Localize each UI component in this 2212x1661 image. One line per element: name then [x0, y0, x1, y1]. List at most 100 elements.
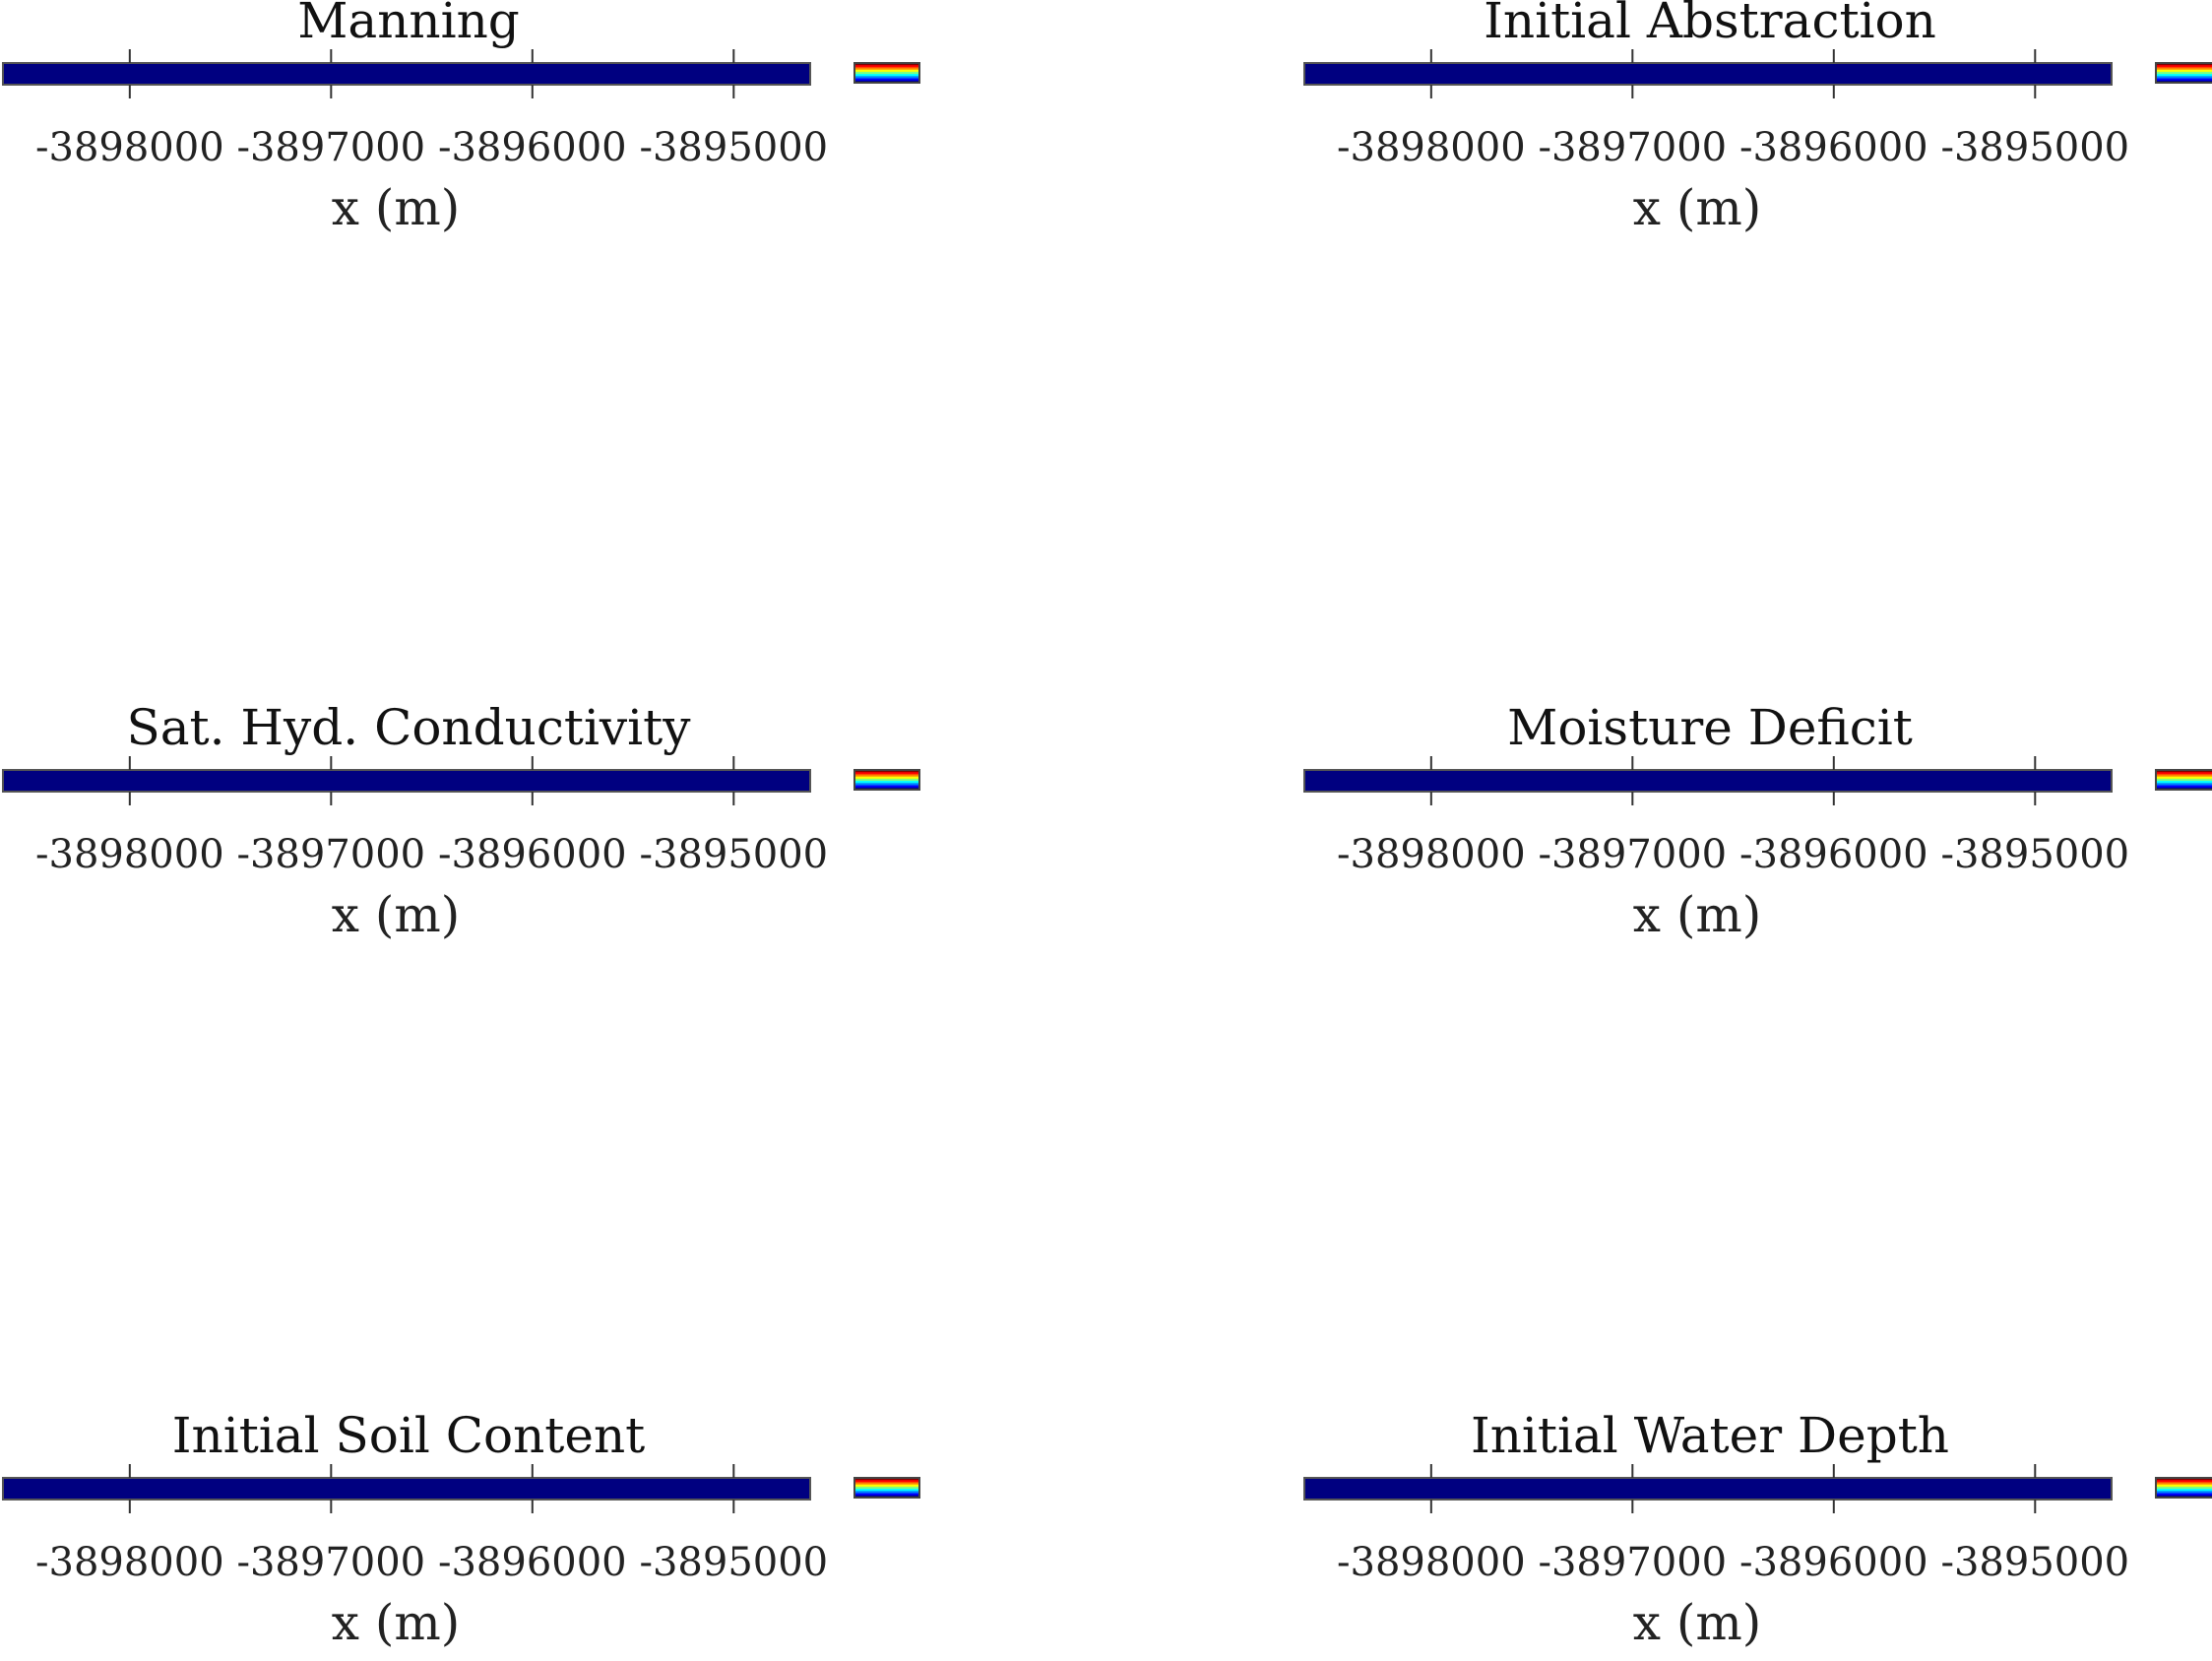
colorbar-frame [853, 769, 920, 791]
colorbar [2155, 1477, 2212, 1499]
colorbar-band [854, 770, 919, 773]
x-tick-label: -3896000 [1739, 1540, 1928, 1585]
chart-svg: Manning -3898000 -3897000 -3896000 -3895000 x… [2, 0, 920, 236]
panel-initial-water-depth: Initial Water Depth -3898000 -3897000 -3896… [1301, 1415, 2212, 1661]
colorbar-band [854, 67, 919, 70]
chart-title: Initial Water Depth [1471, 1415, 1949, 1464]
colorbar-band [2156, 778, 2212, 782]
colorbar-band [2156, 1482, 2212, 1485]
colorbar-band [854, 1480, 919, 1483]
colorbar-frame [2155, 769, 2212, 791]
colorbar-band [2156, 1478, 2212, 1481]
colorbar-band [2156, 1486, 2212, 1490]
colorbar-band [854, 1486, 919, 1490]
x-tick-label: -3895000 [1940, 832, 2129, 877]
chart-title: Initial Soil Content [172, 1415, 646, 1464]
x-tick-label: -3896000 [438, 1540, 627, 1585]
colorbar-band [2156, 781, 2212, 784]
colorbar-band [2156, 772, 2212, 775]
chart-title: Moisture Deficit [1507, 707, 1913, 756]
colorbar-band [854, 1491, 919, 1494]
x-tick-label: -3898000 [1337, 125, 1526, 170]
colorbar [853, 769, 920, 791]
colorbar-band [854, 1484, 919, 1488]
colorbar-band [854, 783, 919, 786]
colorbar-band [854, 69, 919, 73]
colorbar-band [2156, 65, 2212, 68]
colorbar-band [854, 785, 919, 789]
panel-sat-hyd-conductivity: Sat. Hyd. Conductivity -3898000 -3897000 -3… [0, 707, 945, 953]
chart-title: Manning [297, 0, 520, 49]
colorbar-band [2156, 71, 2212, 75]
colorbar-band [854, 74, 919, 77]
colorbar [853, 62, 920, 84]
colorbar-band [854, 774, 919, 777]
field-strip [2, 62, 811, 86]
x-axis-label: x (m) [332, 886, 461, 943]
colorbar-frame [2155, 1477, 2212, 1499]
colorbar-band [2156, 783, 2212, 786]
colorbar-band [2156, 1493, 2212, 1497]
x-tick-label: -3898000 [1337, 832, 1526, 877]
colorbar-band [854, 63, 919, 66]
colorbar-frame [2155, 62, 2212, 84]
chart-svg: Moisture Deficit -3898000 -3897000 -3896000… [1303, 707, 2212, 943]
colorbar-band [854, 65, 919, 68]
colorbar-band [854, 1493, 919, 1497]
chart-svg: Initial Soil Content -3898000 -3897000 -389… [2, 1415, 920, 1651]
x-tick-label: -3897000 [236, 832, 425, 877]
colorbar-band [854, 71, 919, 75]
colorbar-band [854, 78, 919, 82]
colorbar-band [2156, 1491, 2212, 1494]
field-strip [2, 769, 811, 793]
x-tick-label: -3898000 [35, 1540, 224, 1585]
x-tick-label: -3897000 [1538, 1540, 1727, 1585]
colorbar-band [854, 1478, 919, 1481]
x-tick-label: -3896000 [438, 832, 627, 877]
x-axis-label: x (m) [332, 1594, 461, 1651]
panel-initial-abstraction: Initial Abstraction -3898000 -3897000 -3896… [1301, 0, 2212, 246]
x-tick-label: -3897000 [1538, 832, 1727, 877]
x-axis-label: x (m) [1633, 179, 1762, 236]
colorbar-band [2156, 74, 2212, 77]
colorbar-band [2156, 69, 2212, 73]
field-strip [1303, 1477, 2113, 1501]
colorbar-band [854, 1482, 919, 1485]
chart-svg: Initial Abstraction -3898000 -3897000 -3896… [1303, 0, 2212, 236]
panel-manning: Manning -3898000 -3897000 -3896000 -3895000 x… [0, 0, 945, 246]
colorbar-band [2156, 63, 2212, 66]
x-axis-label: x (m) [1633, 1594, 1762, 1651]
colorbar-band [2156, 1480, 2212, 1483]
colorbar-band [854, 772, 919, 775]
x-tick-label: -3895000 [639, 1540, 828, 1585]
x-tick-label: -3895000 [1940, 125, 2129, 170]
colorbar-frame [853, 62, 920, 84]
x-tick-label: -3896000 [438, 125, 627, 170]
field-strip [1303, 62, 2113, 86]
colorbar-band [2156, 770, 2212, 773]
colorbar-band [854, 776, 919, 780]
colorbar-band [2156, 785, 2212, 789]
x-tick-label: -3897000 [236, 1540, 425, 1585]
colorbar [853, 1477, 920, 1499]
x-tick-label: -3898000 [35, 832, 224, 877]
colorbar [2155, 62, 2212, 84]
colorbar-band [2156, 774, 2212, 777]
panel-moisture-deficit: Moisture Deficit -3898000 -3897000 -3896000… [1301, 707, 2212, 953]
colorbar [2155, 769, 2212, 791]
colorbar-frame [853, 1477, 920, 1499]
colorbar-band [2156, 76, 2212, 79]
colorbar-band [2156, 78, 2212, 82]
x-tick-label: -3897000 [1538, 125, 1727, 170]
colorbar-band [2156, 1489, 2212, 1492]
colorbar-band [2156, 1484, 2212, 1488]
chart-title: Initial Abstraction [1484, 0, 1936, 49]
x-axis-label: x (m) [332, 179, 461, 236]
colorbar-band [854, 76, 919, 79]
x-tick-label: -3895000 [639, 832, 828, 877]
chart-svg: Sat. Hyd. Conductivity -3898000 -3897000 -3… [2, 707, 920, 943]
colorbar-band [854, 1489, 919, 1492]
colorbar-band [2156, 67, 2212, 70]
x-tick-label: -3897000 [236, 125, 425, 170]
field-strip [1303, 769, 2113, 793]
